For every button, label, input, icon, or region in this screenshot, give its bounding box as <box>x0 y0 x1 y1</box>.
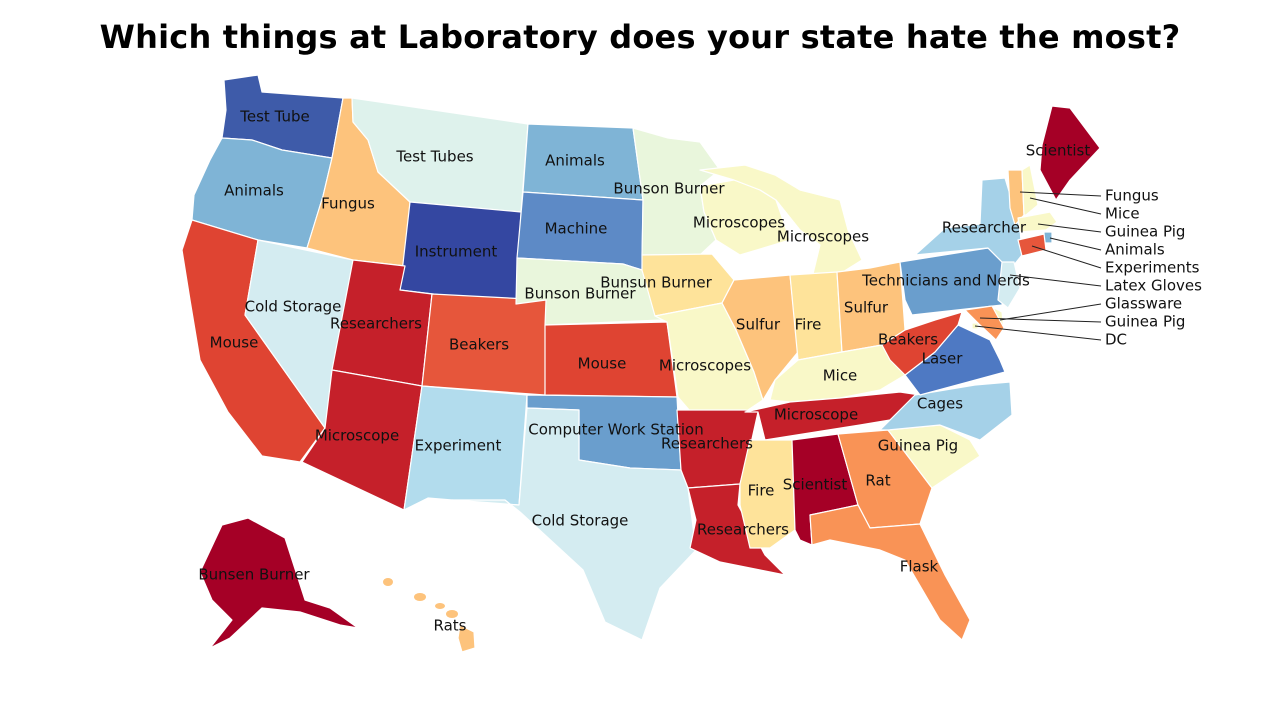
state-label-md: Guinea Pig <box>1105 313 1185 331</box>
state-label-mn: Bunson Burner <box>613 180 725 198</box>
hawaii-islet <box>446 610 458 618</box>
state-label-ok: Computer Work Station <box>528 421 703 439</box>
leader-line-ri <box>1049 237 1102 251</box>
state-me <box>1039 105 1101 201</box>
state-label-ms: Fire <box>748 482 775 500</box>
state-la <box>687 483 786 576</box>
state-label-wa: Test Tube <box>239 108 309 126</box>
state-label-fl: Flask <box>900 558 939 576</box>
state-label-az: Microscope <box>315 427 399 445</box>
state-label-tx: Cold Storage <box>532 512 629 530</box>
state-tx <box>451 407 697 641</box>
leader-line-vt <box>1019 191 1102 197</box>
state-ak <box>199 517 359 649</box>
state-label-al: Scientist <box>783 476 848 494</box>
state-label-sd: Machine <box>545 220 608 238</box>
state-ct <box>1017 233 1047 257</box>
state-labels: Test Tube Animals Mouse Cold Storage Fungus T… <box>198 108 1202 635</box>
state-nh <box>1021 164 1039 216</box>
state-label-ny: Researcher <box>942 219 1027 237</box>
state-label-nm: Experiment <box>415 437 502 455</box>
state-az <box>301 369 423 511</box>
state-shapes <box>181 74 1101 653</box>
hawaii-islet <box>383 578 393 586</box>
hawaii-islet <box>414 593 426 601</box>
state-label-ne: Bunson Burner <box>524 285 636 303</box>
state-label-il: Sulfur <box>736 316 781 334</box>
state-label-me: Scientist <box>1026 142 1091 160</box>
state-label-ct: Experiments <box>1105 259 1200 277</box>
leader-line-de <box>999 303 1102 321</box>
state-label-wi: Microscopes <box>693 214 785 232</box>
state-label-ks: Mouse <box>578 355 627 373</box>
hawaii-islet <box>435 603 445 609</box>
state-label-wy: Instrument <box>415 243 498 261</box>
state-label-co: Beakers <box>449 336 509 354</box>
state-ky <box>769 344 906 403</box>
leader-line-nh <box>1029 197 1102 215</box>
state-ne <box>515 257 663 326</box>
state-label-ma: Guinea Pig <box>1105 223 1185 241</box>
state-label-id: Fungus <box>321 195 375 213</box>
state-label-wv: Beakers <box>878 331 938 349</box>
state-label-mi: Microscopes <box>777 228 869 246</box>
leader-line-ma <box>1037 223 1102 233</box>
state-label-oh: Sulfur <box>844 299 889 317</box>
state-label-mt: Test Tubes <box>395 148 473 166</box>
state-wv <box>881 311 963 376</box>
leader-line-nj <box>1009 274 1102 287</box>
state-label-ri: Animals <box>1105 241 1165 259</box>
state-nc <box>879 381 1013 441</box>
state-hi <box>457 624 476 653</box>
map-title: Which things at Laboratory does your sta… <box>99 18 1181 56</box>
state-label-nd: Animals <box>545 152 605 170</box>
state-label-ga: Rat <box>865 472 890 490</box>
state-label-ia: Bunsun Burner <box>600 274 712 292</box>
state-fl <box>809 504 971 641</box>
state-label-ak: Bunsen Burner <box>198 566 310 584</box>
state-label-or: Animals <box>224 182 284 200</box>
state-label-pa: Technicians and Nerds <box>861 272 1030 290</box>
state-label-la: Researchers <box>697 521 789 539</box>
state-label-va: Laser <box>922 350 964 368</box>
state-label-sc: Guinea Pig <box>878 437 958 455</box>
state-label-nv: Cold Storage <box>245 298 342 316</box>
state-label-mo: Microscopes <box>659 357 751 375</box>
leader-line-ct <box>1031 245 1102 269</box>
leader-lines <box>974 191 1102 341</box>
state-label-tn: Microscope <box>774 406 858 424</box>
state-label-in: Fire <box>795 316 822 334</box>
state-label-nc: Cages <box>917 395 963 413</box>
state-label-dc: DC <box>1105 331 1127 349</box>
state-label-nj: Latex Gloves <box>1105 277 1202 295</box>
state-label-hi: Rats <box>434 617 467 635</box>
state-label-ut: Researchers <box>330 315 422 333</box>
state-label-nh: Mice <box>1105 205 1140 223</box>
leader-line-md <box>979 317 1102 323</box>
leader-line-dc <box>974 325 1102 341</box>
state-label-ky: Mice <box>823 367 858 385</box>
state-label-vt: Fungus <box>1105 187 1159 205</box>
state-label-ca: Mouse <box>210 334 259 352</box>
state-nj <box>997 261 1021 309</box>
state-label-de: Glassware <box>1105 295 1182 313</box>
state-label-ar: Researchers <box>661 435 753 453</box>
